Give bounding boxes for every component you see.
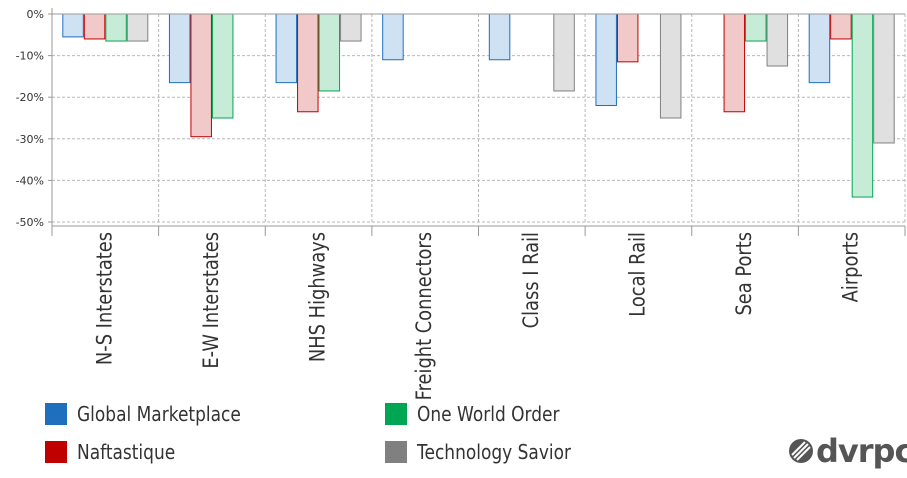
category-label: Sea Ports bbox=[732, 232, 757, 316]
category-label: NHS Highways bbox=[305, 232, 330, 362]
bar-one-world-order bbox=[745, 13, 767, 42]
legend: Global Marketplace One World Order Nafta… bbox=[45, 398, 645, 478]
logo-text: dvrpc bbox=[816, 432, 907, 470]
category-label: E-W Interstates bbox=[199, 232, 224, 369]
legend-label: Technology Savior bbox=[417, 440, 572, 464]
bar-global-marketplace bbox=[62, 13, 84, 38]
y-tick-label: -40% bbox=[16, 174, 44, 187]
bar-one-world-order bbox=[318, 13, 341, 92]
labels: 0% -10% -20% -30% -40% -50% N-S Interstates E-W… bbox=[16, 8, 863, 400]
bar-naftastique bbox=[190, 13, 212, 138]
y-tick-label: -10% bbox=[16, 50, 44, 63]
bar-naftastique bbox=[83, 13, 106, 40]
bar-technology-savior bbox=[659, 13, 682, 119]
bar-one-world-order bbox=[105, 13, 127, 42]
bars bbox=[62, 13, 895, 198]
bar-global-marketplace bbox=[275, 13, 298, 84]
bar-global-marketplace bbox=[168, 13, 191, 84]
bar-one-world-order bbox=[851, 13, 874, 198]
category-label: Freight Connectors bbox=[412, 232, 437, 400]
axes bbox=[48, 8, 906, 236]
legend-item-global-marketplace: Global Marketplace bbox=[45, 400, 270, 428]
bar-technology-savior bbox=[766, 13, 789, 67]
legend-item-technology-savior: Technology Savior bbox=[385, 438, 598, 466]
bar-global-marketplace bbox=[382, 13, 404, 61]
bar-technology-savior bbox=[340, 13, 362, 42]
logo-mark-icon bbox=[789, 439, 813, 463]
category-label: Local Rail bbox=[625, 232, 650, 317]
bar-technology-savior bbox=[126, 13, 149, 42]
legend-label: One World Order bbox=[417, 402, 560, 426]
legend-item-naftastique: Naftastique bbox=[45, 438, 193, 466]
legend-item-one-world-order: One World Order bbox=[385, 400, 585, 428]
legend-swatch bbox=[45, 403, 67, 425]
bar-naftastique bbox=[723, 13, 746, 113]
bar-chart: 0% -10% -20% -30% -40% -50% N-S Interstates E-W… bbox=[16, 8, 906, 400]
bar-technology-savior bbox=[873, 13, 895, 144]
bar-global-marketplace bbox=[808, 13, 831, 84]
bar-global-marketplace bbox=[488, 13, 511, 61]
bar-global-marketplace bbox=[595, 13, 617, 107]
bar-naftastique bbox=[297, 13, 319, 113]
legend-swatch bbox=[385, 441, 407, 463]
legend-label: Global Marketplace bbox=[77, 402, 241, 426]
category-label: Class I Rail bbox=[518, 232, 543, 328]
legend-swatch bbox=[45, 441, 67, 463]
legend-swatch bbox=[385, 403, 407, 425]
y-tick-label: -50% bbox=[16, 216, 44, 229]
y-tick-label: 0% bbox=[27, 8, 44, 21]
dvrpc-logo: dvrpc bbox=[788, 432, 907, 470]
category-label: N-S Interstates bbox=[92, 232, 117, 365]
category-label: Airports bbox=[838, 232, 863, 302]
bar-technology-savior bbox=[553, 13, 575, 92]
bar-naftastique bbox=[616, 13, 639, 63]
legend-label: Naftastique bbox=[77, 440, 176, 464]
bar-one-world-order bbox=[211, 13, 234, 119]
bar-naftastique bbox=[830, 13, 852, 40]
y-tick-label: -30% bbox=[16, 133, 44, 146]
y-tick-label: -20% bbox=[16, 91, 44, 104]
